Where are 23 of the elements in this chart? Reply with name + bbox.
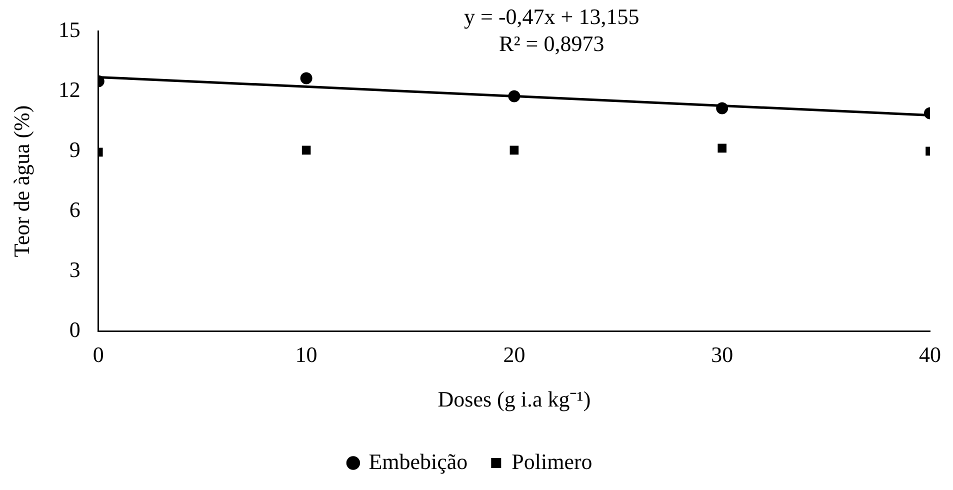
legend-label: Embebição [368, 448, 468, 474]
x-tick-label: 10 [295, 342, 318, 368]
x-tick-label: 20 [503, 342, 526, 368]
y-tick-label: 12 [58, 76, 80, 102]
y-tick-label: 6 [69, 196, 80, 222]
annotation: R² = 0,8973 [499, 30, 604, 56]
x-tick-label: 40 [919, 342, 941, 368]
x-tick-label: 30 [711, 342, 734, 368]
point [718, 144, 726, 153]
y-tick-label: 3 [69, 256, 80, 282]
text: y = -0,47x + 13,155 [464, 4, 640, 29]
y-tick-label: 15 [58, 16, 80, 42]
x-axis-title: Doses (g i.a kg⁻¹) [438, 386, 591, 412]
y-tick-label: 0 [69, 316, 80, 342]
point [300, 72, 312, 84]
x-tick-label: 0 [92, 342, 104, 368]
y-tick-label: 9 [69, 136, 80, 162]
point [510, 146, 519, 155]
point [508, 90, 520, 102]
point [302, 146, 311, 155]
legend-label: Polimero [512, 448, 592, 474]
point [716, 102, 728, 114]
y-axis-title: Teor de àgua (%) [8, 105, 34, 258]
